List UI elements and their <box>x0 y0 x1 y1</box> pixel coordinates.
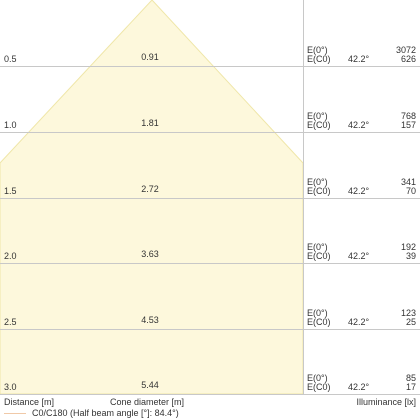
cone-diameter-value: 1.81 <box>141 118 159 128</box>
illuminance-value-bottom: 25 <box>405 317 416 327</box>
legend-label: C0/C180 (Half beam angle [°]: 84.4°) <box>32 408 179 418</box>
illuminance-value-bottom: 157 <box>400 120 416 130</box>
distance-value: 3.0 <box>4 382 17 392</box>
illuminance-label-top: E(0°) <box>307 111 328 121</box>
illuminance-label-bottom: E(C0) <box>307 54 331 64</box>
illuminance-label-top: E(0°) <box>307 308 328 318</box>
illuminance-value-top: 768 <box>400 111 416 121</box>
illuminance-label-bottom: E(C0) <box>307 120 331 130</box>
illuminance-label-top: E(0°) <box>307 373 328 383</box>
half-beam-angle: 42.2° <box>348 120 370 130</box>
illuminance-label-bottom: E(C0) <box>307 186 331 196</box>
cone-diameter-value: 2.72 <box>141 184 159 194</box>
illuminance-label-top: E(0°) <box>307 242 328 252</box>
cone-diameter-value: 4.53 <box>141 315 159 325</box>
half-beam-angle: 42.2° <box>348 54 370 64</box>
illuminance-value-top: 85 <box>405 373 416 383</box>
illuminance-label-top: E(0°) <box>307 45 328 55</box>
distance-value: 1.0 <box>4 120 17 130</box>
illuminance-value-top: 3072 <box>395 45 416 55</box>
half-beam-angle: 42.2° <box>348 186 370 196</box>
illuminance-label-bottom: E(C0) <box>307 382 331 392</box>
illuminance-label-top: E(0°) <box>307 177 328 187</box>
cone-diameter-value: 5.44 <box>141 380 159 390</box>
illuminance-header: Illuminance [lx] <box>356 397 416 407</box>
distance-value: 0.5 <box>4 54 17 64</box>
cone-diameter-value: 3.63 <box>141 249 159 259</box>
illuminance-value-bottom: 626 <box>400 54 416 64</box>
distance-value: 2.5 <box>4 317 17 327</box>
illuminance-value-top: 341 <box>400 177 416 187</box>
illuminance-value-bottom: 39 <box>405 251 416 261</box>
distance-value: 1.5 <box>4 186 17 196</box>
illuminance-value-bottom: 70 <box>405 186 416 196</box>
illuminance-value-top: 192 <box>400 242 416 252</box>
cone-diameter-value: 0.91 <box>141 52 159 62</box>
legend-line-swatch <box>4 413 26 414</box>
grid-lines <box>0 0 420 395</box>
half-beam-angle: 42.2° <box>348 382 370 392</box>
illuminance-value-bottom: 17 <box>405 382 416 392</box>
half-beam-angle: 42.2° <box>348 317 370 327</box>
distance-header: Distance [m] <box>4 397 55 407</box>
distance-value: 2.0 <box>4 251 17 261</box>
illuminance-label-bottom: E(C0) <box>307 317 331 327</box>
illuminance-label-bottom: E(C0) <box>307 251 331 261</box>
legend: C0/C180 (Half beam angle [°]: 84.4°) <box>0 408 420 420</box>
illuminance-value-top: 123 <box>400 308 416 318</box>
half-beam-angle: 42.2° <box>348 251 370 261</box>
cone-diameter-header: Cone diameter [m] <box>110 397 185 407</box>
